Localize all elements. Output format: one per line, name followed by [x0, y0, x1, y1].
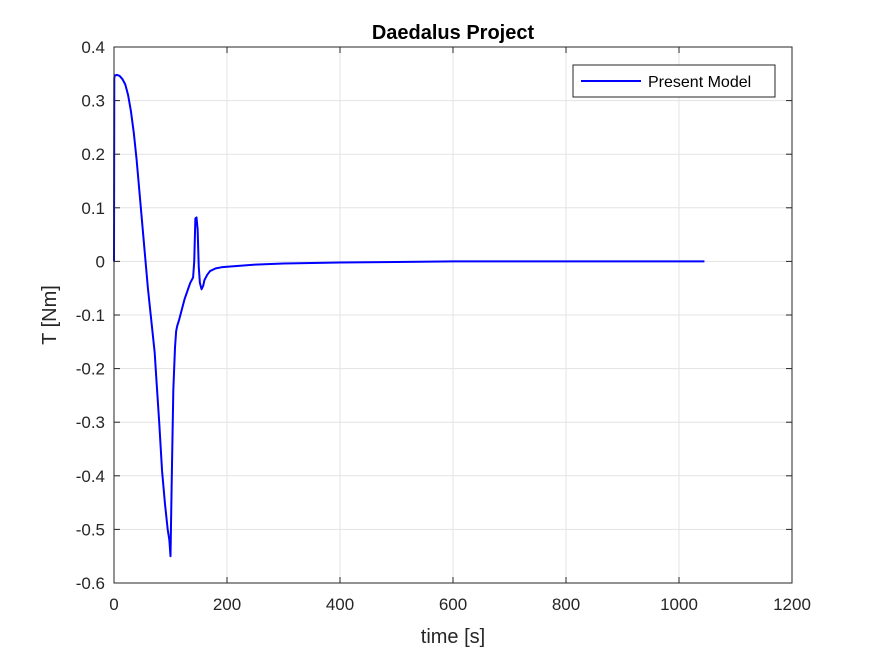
- y-tick-label: 0.2: [81, 145, 105, 164]
- y-tick-label: -0.2: [76, 360, 105, 379]
- y-tick-label: 0: [96, 252, 105, 271]
- y-tick-labels: -0.6 -0.5 -0.4 -0.3 -0.2 -0.1 0 0.1 0.2 0.3 0.4: [76, 38, 105, 593]
- x-tick-label: 0: [109, 595, 118, 614]
- x-tick-label: 600: [439, 595, 467, 614]
- legend: Present Model: [572, 64, 776, 98]
- x-tick-label: 400: [326, 595, 354, 614]
- y-tick-label: 0.1: [81, 199, 105, 218]
- y-tick-label: 0.3: [81, 92, 105, 111]
- x-tick-label: 1200: [773, 595, 811, 614]
- x-tick-label: 1000: [660, 595, 698, 614]
- plot-frame: [113, 46, 793, 584]
- x-tick-label: 200: [213, 595, 241, 614]
- series-line-present-model: [113, 73, 705, 558]
- y-tick-label: 0.4: [81, 38, 105, 57]
- legend-label-present-model: Present Model: [648, 74, 751, 91]
- series: [113, 73, 705, 558]
- y-tick-label: -0.6: [76, 574, 105, 593]
- y-axis-label: T [Nm]: [39, 285, 61, 345]
- x-axis-label: time [s]: [421, 626, 485, 648]
- y-tick-label: -0.1: [76, 306, 105, 325]
- x-tick-labels: 0 200 400 600 800 1000 1200: [109, 595, 811, 614]
- y-tick-label: -0.4: [76, 467, 105, 486]
- y-tick-label: -0.3: [76, 413, 105, 432]
- chart-title: Daedalus Project: [372, 22, 535, 44]
- y-tick-label: -0.5: [76, 520, 105, 539]
- x-tick-label: 800: [552, 595, 580, 614]
